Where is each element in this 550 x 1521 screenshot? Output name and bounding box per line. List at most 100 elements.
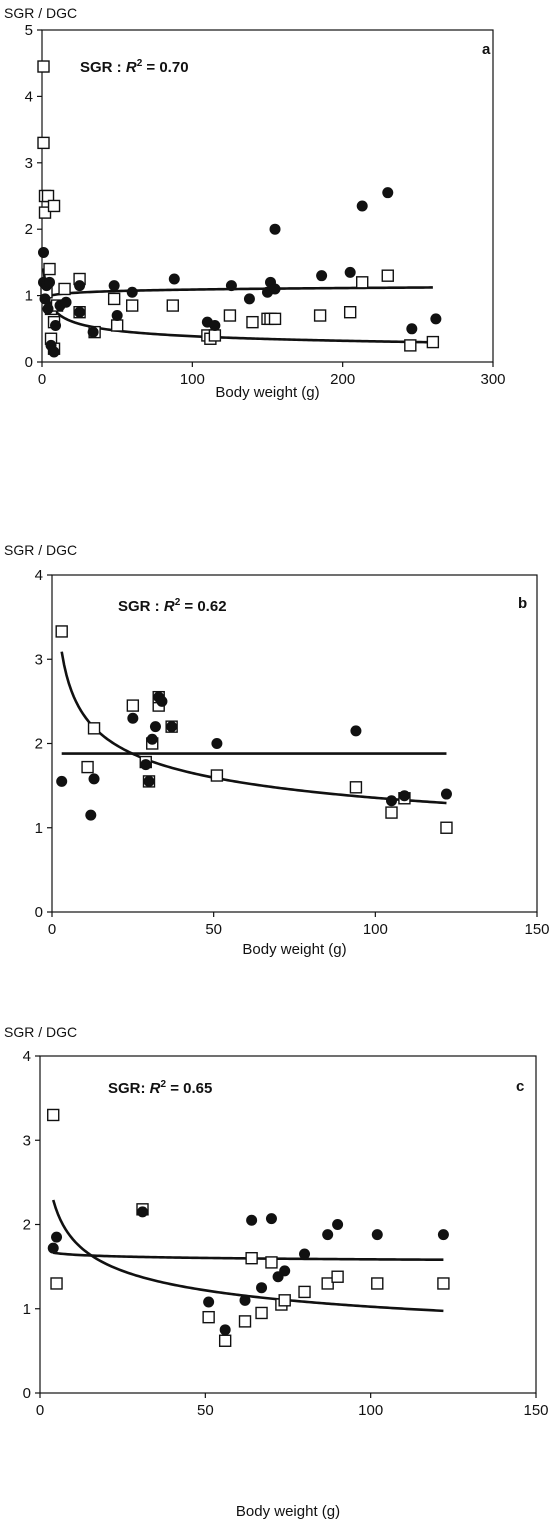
data-point-square (37, 60, 50, 73)
data-point-circle (39, 293, 51, 305)
y-tick-label: 0 (35, 904, 43, 921)
data-point-circle (140, 759, 152, 771)
data-point-square (298, 1285, 311, 1299)
data-point-circle (356, 200, 368, 212)
data-point-circle (166, 721, 178, 733)
data-point-square (47, 199, 61, 213)
data-point-circle (239, 1294, 251, 1306)
y-tick-label: 3 (35, 651, 43, 668)
data-point-square (50, 1277, 63, 1290)
data-point-circle (50, 319, 62, 331)
data-point-circle (137, 1206, 149, 1218)
panel-label: b (518, 595, 527, 612)
data-point-circle (256, 1282, 268, 1294)
y-tick-label: 4 (25, 88, 33, 105)
data-point-circle (146, 733, 158, 745)
r2-annotation: SGR : R2 = 0.70 (80, 58, 189, 76)
data-point-square (110, 319, 124, 332)
data-point-square (126, 699, 140, 712)
data-point-square (245, 1251, 258, 1265)
data-point-square (202, 1310, 215, 1324)
data-point-circle (85, 809, 97, 821)
data-point-circle (51, 1231, 63, 1243)
data-point-square (81, 760, 94, 774)
y-tick-label: 1 (23, 1301, 31, 1318)
y-tick-label: 0 (23, 1385, 31, 1402)
data-point-circle (74, 280, 86, 292)
data-point-square (218, 1334, 232, 1347)
data-point-circle (48, 346, 60, 358)
data-point-square (125, 299, 139, 312)
data-point-circle (111, 310, 123, 322)
panel-label: a (482, 41, 491, 58)
plot-frame (39, 1055, 537, 1394)
panel-c: 0 1 2 3 4 0 50 100 150 SGR / DGC Body weight (g) c S… (4, 1024, 549, 1520)
data-point-circle (344, 266, 356, 278)
data-point-square (385, 806, 398, 819)
data-point-circle (149, 721, 161, 733)
data-point-square (38, 206, 52, 219)
data-point-circle (38, 246, 50, 258)
r2-superscript: 2 (137, 58, 143, 69)
data-point-circle (74, 306, 86, 318)
data-point-circle (398, 790, 410, 802)
data-point-circle (279, 1265, 291, 1277)
r2-symbol: R (126, 59, 137, 76)
x-tick-label: 50 (205, 921, 222, 938)
x-tick-label: 0 (48, 921, 56, 938)
data-point-circle (127, 712, 139, 724)
r2-superscript: 2 (161, 1079, 167, 1090)
data-point-square (404, 339, 417, 352)
panel-b: 0 1 2 3 4 0 50 100 150 SGR / DGC Body weight (g) b S… (4, 542, 550, 958)
x-tick-label: 150 (523, 1402, 548, 1419)
data-point-square (313, 309, 327, 322)
data-point-circle (440, 788, 452, 800)
plot-frame (41, 29, 494, 363)
data-point-circle (87, 326, 99, 338)
fit-line-sgr (60, 651, 447, 805)
data-point-square (37, 136, 50, 150)
data-point-square (381, 269, 394, 282)
r2-prefix: SGR: (108, 1080, 150, 1097)
data-point-square (255, 1306, 268, 1320)
data-point-square (371, 1277, 384, 1290)
data-point-circle (60, 296, 72, 308)
data-point-circle (316, 270, 328, 282)
data-point-circle (430, 313, 442, 325)
r2-prefix: SGR : (80, 59, 126, 76)
y-tick-label: 0 (25, 354, 33, 371)
data-point-circle (371, 1229, 383, 1241)
data-point-square (47, 1108, 60, 1122)
data-point-circle (203, 1296, 215, 1308)
data-point-square (268, 312, 282, 326)
y-tick-label: 4 (23, 1048, 31, 1065)
r2-superscript: 2 (175, 597, 181, 608)
data-point-square (356, 276, 369, 289)
y-tick-label: 5 (25, 22, 33, 39)
data-point-circle (269, 283, 281, 295)
data-point-circle (350, 725, 362, 737)
data-point-square (331, 1270, 344, 1283)
data-point-square (166, 299, 179, 312)
x-tick-label: 300 (480, 371, 505, 388)
r2-annotation: SGR: R2 = 0.65 (108, 1079, 212, 1097)
x-axis-label: Body weight (g) (236, 1503, 340, 1520)
y-tick-label: 1 (35, 820, 43, 837)
y-tick-label: 1 (25, 288, 33, 305)
data-point-square (440, 821, 453, 834)
data-point-circle (143, 775, 155, 787)
data-point-circle (322, 1229, 334, 1241)
r2-annotation: SGR : R2 = 0.62 (118, 597, 227, 615)
data-point-square (238, 1315, 252, 1328)
r2-value: = 0.65 (166, 1080, 212, 1097)
y-axis-label: SGR / DGC (4, 1024, 77, 1040)
data-point-circle (56, 775, 68, 787)
x-tick-label: 0 (36, 1402, 44, 1419)
x-axis-label: Body weight (g) (215, 384, 319, 401)
data-point-circle (168, 273, 180, 285)
data-point-circle (108, 280, 120, 292)
data-point-circle (332, 1219, 344, 1230)
y-tick-label: 2 (23, 1217, 31, 1234)
x-axis-label: Body weight (g) (242, 941, 346, 958)
data-point-circle (437, 1229, 449, 1241)
